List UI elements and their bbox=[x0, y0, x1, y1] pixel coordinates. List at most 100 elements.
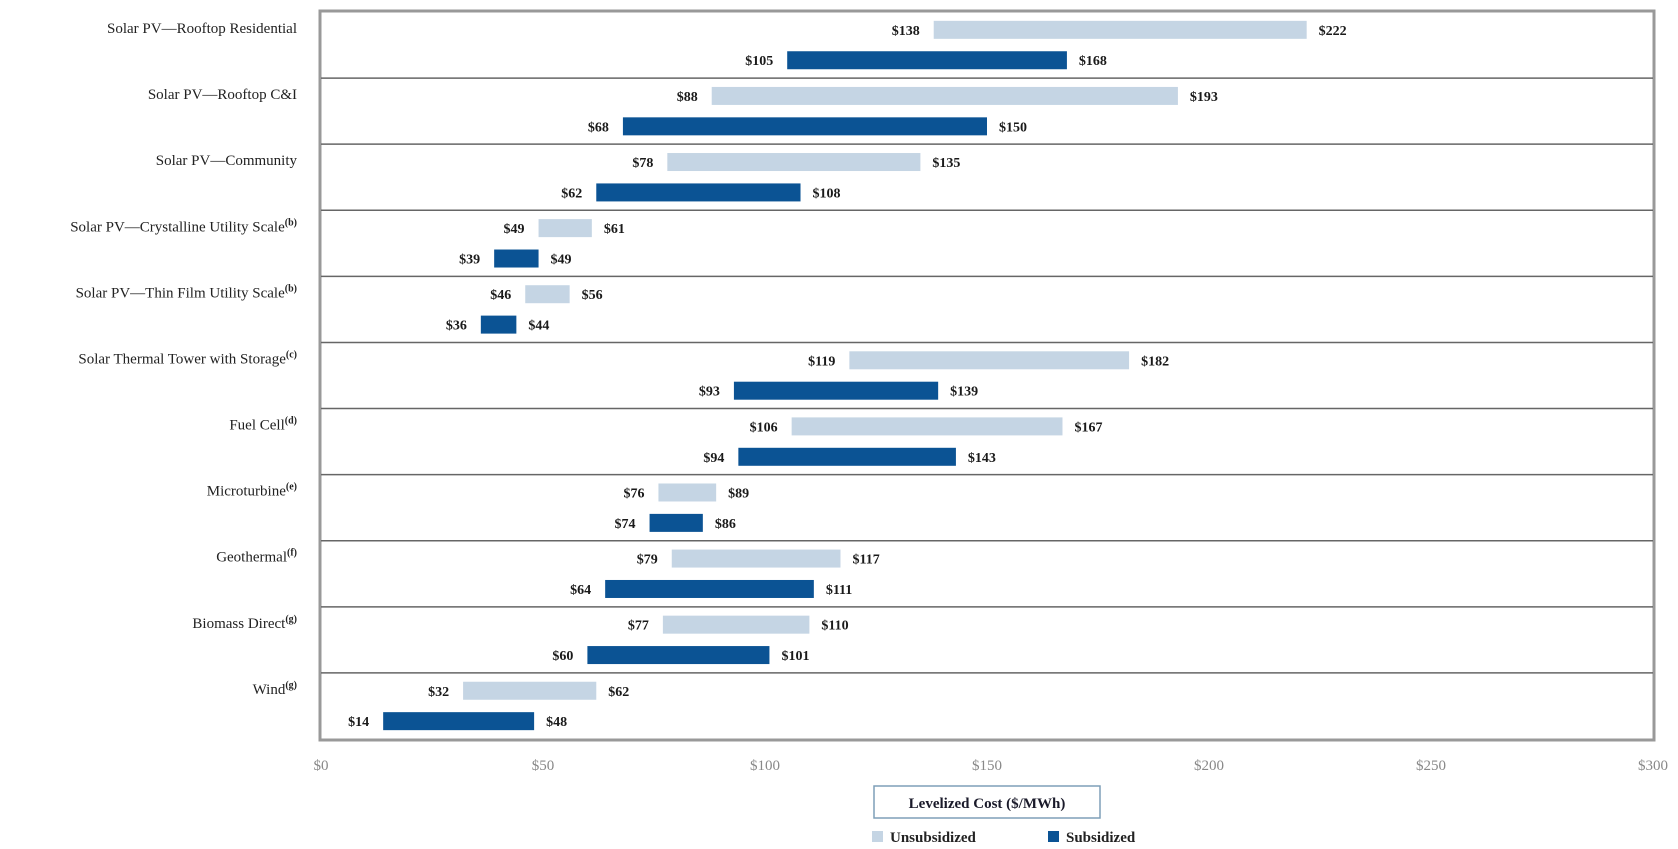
category-label: Solar PV—Crystalline Utility Scale(b) bbox=[70, 217, 297, 235]
unsubsidized-bar bbox=[849, 351, 1130, 370]
unsubsidized-high-label: $135 bbox=[932, 156, 960, 171]
category-footnote: (c) bbox=[286, 349, 297, 360]
unsubsidized-high-label: $222 bbox=[1319, 24, 1347, 39]
subsidized-bar bbox=[738, 447, 956, 466]
legend-label: Subsidized bbox=[1066, 830, 1136, 846]
unsubsidized-low-label: $138 bbox=[892, 24, 920, 39]
subsidized-low-label: $39 bbox=[459, 253, 480, 268]
category-footnote: (f) bbox=[287, 548, 297, 559]
subsidized-bar bbox=[649, 513, 703, 532]
unsubsidized-bar bbox=[671, 549, 841, 568]
subsidized-bar bbox=[733, 381, 939, 400]
unsubsidized-high-label: $167 bbox=[1074, 420, 1102, 435]
category-label: Solar PV—Rooftop Residential bbox=[107, 21, 297, 37]
subsidized-bar bbox=[622, 117, 987, 136]
unsubsidized-low-label: $88 bbox=[677, 90, 698, 105]
x-tick-label: $100 bbox=[750, 758, 780, 774]
category-label: Wind(g) bbox=[253, 680, 297, 698]
subsidized-bar bbox=[596, 183, 801, 202]
category-name: Wind bbox=[253, 682, 286, 698]
subsidized-bar bbox=[787, 51, 1067, 70]
category-labels: Solar PV—Rooftop Residential Solar PV—Roo… bbox=[70, 21, 297, 698]
subsidized-low-label: $36 bbox=[446, 319, 467, 334]
x-axis-title: Levelized Cost ($/MWh) bbox=[909, 796, 1066, 812]
unsubsidized-low-label: $106 bbox=[750, 420, 778, 435]
category-footnote: (g) bbox=[285, 680, 297, 691]
subsidized-low-label: $105 bbox=[745, 54, 773, 69]
unsubsidized-high-label: $62 bbox=[608, 685, 629, 700]
subsidized-high-label: $168 bbox=[1079, 54, 1107, 69]
x-tick-label: $250 bbox=[1416, 758, 1446, 774]
subsidized-low-label: $68 bbox=[588, 120, 609, 135]
category-name: Solar PV—Community bbox=[156, 153, 298, 169]
category-name: Solar PV—Rooftop C&I bbox=[148, 87, 297, 103]
category-label: Solar PV—Thin Film Utility Scale(b) bbox=[76, 283, 297, 301]
unsubsidized-low-label: $32 bbox=[428, 685, 449, 700]
category-name: Biomass Direct bbox=[192, 616, 286, 632]
subsidized-high-label: $86 bbox=[715, 517, 736, 532]
unsubsidized-low-label: $78 bbox=[632, 156, 653, 171]
category-name: Solar PV—Thin Film Utility Scale bbox=[76, 285, 286, 301]
category-name: Solar PV—Crystalline Utility Scale bbox=[70, 219, 285, 235]
subsidized-bar bbox=[494, 249, 539, 268]
unsubsidized-bar bbox=[538, 219, 592, 238]
unsubsidized-bar bbox=[525, 285, 570, 304]
x-tick-label: $300 bbox=[1638, 758, 1668, 774]
subsidized-low-label: $93 bbox=[699, 385, 720, 400]
unsubsidized-low-label: $77 bbox=[628, 619, 649, 634]
x-tick-label: $200 bbox=[1194, 758, 1224, 774]
x-tick-label: $0 bbox=[314, 758, 329, 774]
category-label: Biomass Direct(g) bbox=[192, 614, 297, 632]
unsubsidized-high-label: $193 bbox=[1190, 90, 1218, 105]
category-footnote: (b) bbox=[285, 217, 297, 228]
subsidized-low-label: $64 bbox=[570, 583, 591, 598]
x-axis-title-box bbox=[873, 785, 1101, 819]
category-name: Fuel Cell bbox=[229, 418, 284, 434]
unsubsidized-low-label: $49 bbox=[504, 222, 525, 237]
category-name: Geothermal bbox=[216, 550, 287, 566]
subsidized-bar bbox=[605, 579, 814, 598]
unsubsidized-high-label: $89 bbox=[728, 486, 749, 501]
legend-label: Unsubsidized bbox=[890, 830, 977, 846]
plot-frame bbox=[318, 9, 1656, 742]
unsubsidized-bar bbox=[662, 615, 810, 634]
category-footnote: (d) bbox=[285, 416, 297, 427]
unsubsidized-low-label: $79 bbox=[637, 553, 658, 568]
bar-layer: $138 $222 $105 $168 $88 $193 $68 $150 $78 $135 $62… bbox=[348, 20, 1347, 731]
subsidized-low-label: $14 bbox=[348, 715, 369, 730]
row-separators bbox=[321, 77, 1653, 674]
unsubsidized-bar bbox=[711, 86, 1178, 105]
subsidized-high-label: $44 bbox=[528, 319, 549, 334]
subsidized-high-label: $150 bbox=[999, 120, 1027, 135]
subsidized-high-label: $111 bbox=[826, 583, 852, 598]
category-label: Solar PV—Rooftop C&I bbox=[148, 87, 297, 103]
category-label: Microturbine(e) bbox=[207, 482, 297, 500]
unsubsidized-bar bbox=[658, 483, 717, 502]
subsidized-high-label: $49 bbox=[551, 253, 572, 268]
x-tick-label: $150 bbox=[972, 758, 1002, 774]
subsidized-low-label: $60 bbox=[552, 649, 573, 664]
category-footnote: (b) bbox=[285, 283, 297, 294]
subsidized-high-label: $48 bbox=[546, 715, 567, 730]
unsubsidized-low-label: $119 bbox=[808, 354, 835, 369]
subsidized-high-label: $101 bbox=[781, 649, 809, 664]
x-axis-title-group: Levelized Cost ($/MWh) bbox=[873, 785, 1101, 819]
subsidized-bar bbox=[480, 315, 517, 334]
category-footnote: (g) bbox=[285, 614, 297, 625]
legend: Unsubsidized Subsidized bbox=[872, 830, 1136, 846]
subsidized-low-label: $94 bbox=[703, 451, 724, 466]
subsidized-high-label: $139 bbox=[950, 385, 978, 400]
unsubsidized-bar bbox=[463, 681, 597, 700]
subsidized-low-label: $62 bbox=[561, 186, 582, 201]
subsidized-bar bbox=[383, 712, 535, 731]
category-label: Solar PV—Community bbox=[156, 153, 298, 169]
unsubsidized-bar bbox=[667, 153, 921, 172]
subsidized-bar bbox=[587, 646, 770, 665]
unsubsidized-low-label: $46 bbox=[490, 288, 511, 303]
unsubsidized-low-label: $76 bbox=[623, 486, 644, 501]
unsubsidized-bar bbox=[791, 417, 1063, 436]
unsubsidized-bar bbox=[933, 20, 1307, 39]
legend-swatch bbox=[872, 831, 883, 842]
